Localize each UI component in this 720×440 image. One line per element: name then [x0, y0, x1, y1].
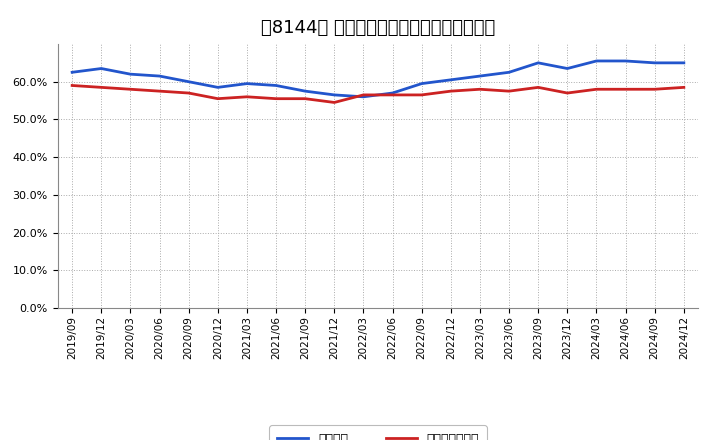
固定比率	[446, 77, 455, 82]
固定比率	[680, 60, 688, 66]
固定比率	[563, 66, 572, 71]
固定比率	[184, 79, 193, 84]
固定長期適合率	[97, 85, 106, 90]
固定長期適合率	[301, 96, 310, 101]
固定長期適合率	[156, 88, 164, 94]
固定長期適合率	[213, 96, 222, 101]
固定比率	[650, 60, 659, 66]
固定比率	[156, 73, 164, 79]
固定長期適合率	[680, 85, 688, 90]
固定長期適合率	[126, 87, 135, 92]
固定比率	[213, 85, 222, 90]
固定比率	[301, 88, 310, 94]
固定比率	[126, 72, 135, 77]
固定比率	[330, 92, 338, 98]
固定比率	[534, 60, 543, 66]
固定長期適合率	[388, 92, 397, 98]
固定長期適合率	[271, 96, 280, 101]
固定長期適合率	[68, 83, 76, 88]
固定長期適合率	[650, 87, 659, 92]
固定長期適合率	[476, 87, 485, 92]
Title: ［8144］ 固定比率、固定長期適合率の推移: ［8144］ 固定比率、固定長期適合率の推移	[261, 19, 495, 37]
固定長期適合率	[446, 88, 455, 94]
Legend: 固定比率, 固定長期適合率: 固定比率, 固定長期適合率	[269, 425, 487, 440]
固定長期適合率	[330, 100, 338, 105]
固定長期適合率	[418, 92, 426, 98]
固定比率	[476, 73, 485, 79]
固定長期適合率	[359, 92, 368, 98]
固定長期適合率	[621, 87, 630, 92]
固定比率	[97, 66, 106, 71]
固定長期適合率	[505, 88, 513, 94]
固定比率	[505, 70, 513, 75]
Line: 固定比率: 固定比率	[72, 61, 684, 97]
固定比率	[243, 81, 251, 86]
固定長期適合率	[534, 85, 543, 90]
固定比率	[418, 81, 426, 86]
固定比率	[68, 70, 76, 75]
固定長期適合率	[592, 87, 600, 92]
Line: 固定長期適合率: 固定長期適合率	[72, 85, 684, 103]
固定比率	[621, 59, 630, 64]
固定比率	[359, 94, 368, 99]
固定長期適合率	[184, 90, 193, 95]
固定比率	[388, 90, 397, 95]
固定長期適合率	[243, 94, 251, 99]
固定比率	[592, 59, 600, 64]
固定長期適合率	[563, 90, 572, 95]
固定比率	[271, 83, 280, 88]
